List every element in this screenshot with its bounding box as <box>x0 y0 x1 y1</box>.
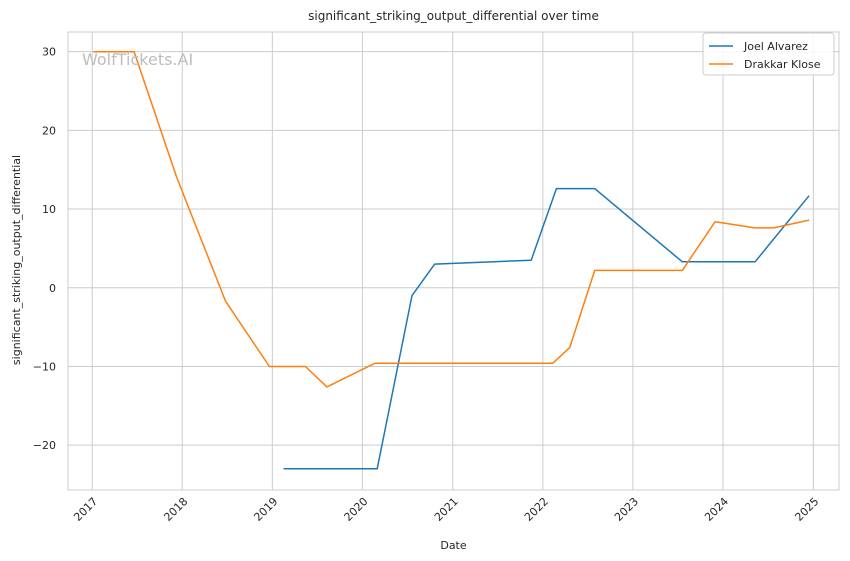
y-tick-label: −10 <box>33 360 56 373</box>
y-tick-label: −20 <box>33 439 56 452</box>
watermark: WolfTickets.AI <box>82 50 193 69</box>
y-tick-label: 0 <box>49 282 56 295</box>
legend-label-1: Joel Alvarez <box>743 40 808 53</box>
y-tick-label: 20 <box>42 124 56 137</box>
chart-title: significant_striking_output_differential… <box>308 9 599 23</box>
series-layer <box>93 50 810 470</box>
series-line-1 <box>283 187 810 470</box>
series-line-2 <box>93 50 810 388</box>
y-axis-ticks: 30 20 10 0 −10 −20 <box>33 46 56 452</box>
plot-area: WolfTickets.AI <box>67 31 840 491</box>
legend-label-2: Drakkar Klose <box>744 58 821 71</box>
y-tick-label: 10 <box>42 203 56 216</box>
plot-frame <box>67 31 840 491</box>
legend-box <box>702 32 835 76</box>
y-axis-label: significant_striking_output_differential <box>10 155 23 365</box>
y-tick-label: 30 <box>42 46 56 59</box>
x-axis-label: Date <box>440 539 467 552</box>
legend: Joel Alvarez Drakkar Klose <box>702 32 835 76</box>
